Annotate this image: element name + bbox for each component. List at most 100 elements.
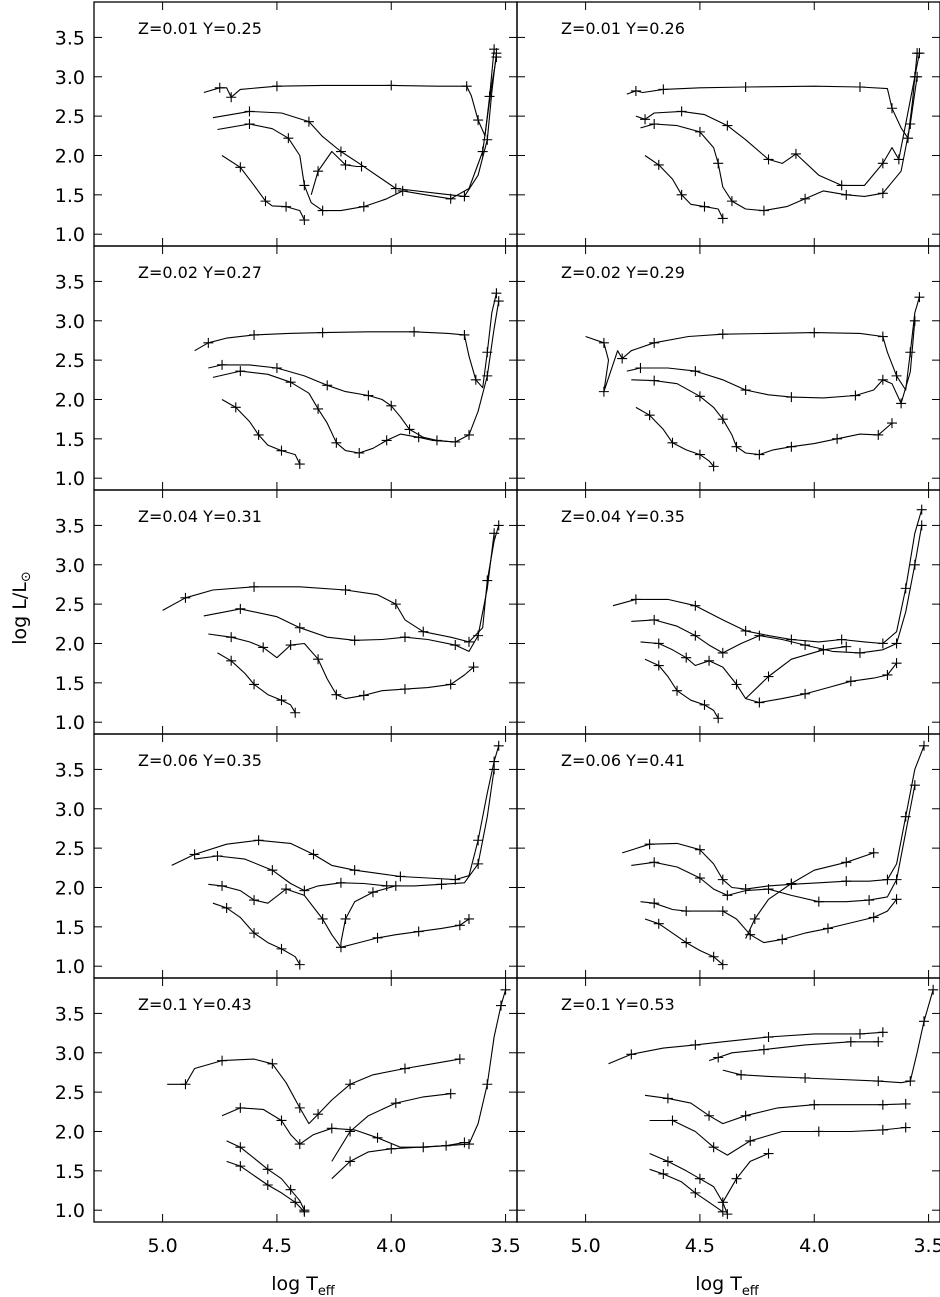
track-marker (354, 448, 365, 459)
track-marker (763, 884, 774, 895)
track-marker (649, 857, 660, 868)
track-marker (662, 1093, 673, 1104)
y-tick-label: 2.5 (55, 838, 85, 860)
panel-label: Z=0.04 Y=0.35 (561, 507, 685, 526)
track-marker (363, 390, 374, 401)
track-marker (482, 575, 493, 586)
evolution-track (194, 769, 495, 892)
panel-frame (516, 733, 940, 979)
track-marker (900, 583, 911, 594)
track-marker (290, 707, 301, 718)
track-marker (786, 392, 797, 403)
track-marker (413, 432, 424, 443)
track-marker (285, 1184, 296, 1195)
track-marker (653, 159, 664, 170)
y-tick-label: 3.5 (55, 515, 85, 537)
evolution-track (635, 406, 715, 467)
track-marker (491, 288, 502, 299)
track-marker (886, 103, 897, 114)
track-marker (477, 146, 488, 157)
track-marker (708, 461, 719, 472)
track-marker (722, 120, 733, 131)
y-axis-label: log L/L⊙ (9, 571, 34, 644)
track-marker (345, 1126, 356, 1137)
track-marker (841, 857, 852, 868)
track-marker (489, 528, 500, 539)
track-marker (390, 599, 401, 610)
track-marker (763, 671, 774, 682)
track-marker (340, 584, 351, 595)
track-marker (928, 984, 939, 995)
evolution-track (644, 918, 724, 966)
track-marker (877, 188, 888, 199)
track-marker (713, 158, 724, 169)
track-marker (299, 215, 310, 226)
track-marker (454, 920, 465, 931)
track-marker (740, 385, 751, 396)
x-axis-label-left-sub: eff (318, 1284, 336, 1297)
y-tick-label: 1.0 (55, 956, 85, 978)
track-marker (249, 895, 260, 906)
evolution-track (722, 989, 934, 1084)
track-marker (877, 1124, 888, 1135)
track-marker (313, 654, 324, 665)
track-marker (283, 133, 294, 144)
y-tick-label: 1.5 (55, 429, 85, 451)
evolution-track (310, 150, 362, 195)
track-marker (786, 878, 797, 889)
track-marker (345, 1079, 356, 1090)
track-marker (445, 193, 456, 204)
track-marker (482, 1079, 493, 1090)
track-marker (845, 1036, 856, 1047)
track-marker (473, 835, 484, 846)
track-marker (463, 636, 474, 647)
panel-label: Z=0.1 Y=0.43 (138, 995, 252, 1014)
track-marker (276, 445, 287, 456)
track-marker (713, 713, 724, 724)
track-marker (681, 906, 692, 917)
track-marker (253, 835, 264, 846)
track-marker (717, 647, 728, 658)
track-marker (717, 959, 728, 970)
track-marker (180, 1079, 191, 1090)
track-marker (459, 1137, 470, 1148)
evolution-track (212, 53, 497, 197)
track-marker (912, 71, 923, 82)
track-marker (900, 1122, 911, 1133)
track-marker (644, 410, 655, 421)
track-marker (436, 879, 447, 890)
y-tick-label: 2.5 (55, 594, 85, 616)
panel-label: Z=0.04 Y=0.31 (138, 507, 262, 526)
track-marker (694, 449, 705, 460)
panel-frame (93, 977, 518, 1223)
track-marker (281, 884, 292, 895)
evolution-track (217, 57, 497, 212)
track-marker (235, 366, 246, 377)
track-marker (221, 902, 232, 913)
panel-frame (93, 1, 518, 247)
y-axis-label-sub: ⊙ (19, 571, 34, 582)
track-marker (717, 213, 728, 224)
y-tick-label: 2.0 (55, 1121, 85, 1143)
panel-frame (93, 733, 518, 979)
track-marker (694, 1173, 705, 1184)
track-marker (226, 655, 237, 666)
track-marker (740, 625, 751, 636)
track-marker (349, 635, 360, 646)
track-marker (754, 449, 765, 460)
track-marker (653, 918, 664, 929)
track-marker (598, 337, 609, 348)
evolution-track (626, 320, 916, 404)
track-marker (745, 1135, 756, 1146)
track-marker (491, 52, 502, 63)
evolution-track (340, 885, 396, 943)
track-marker (891, 658, 902, 669)
track-marker (841, 189, 852, 200)
track-marker (758, 1044, 769, 1055)
track-marker (854, 1028, 865, 1039)
x-tick-label: 3.5 (490, 1235, 520, 1257)
y-tick-label: 3.0 (55, 1043, 85, 1065)
track-marker (809, 327, 820, 338)
panel: Z=0.01 Y=0.26 (516, 1, 940, 247)
track-marker (313, 403, 324, 414)
